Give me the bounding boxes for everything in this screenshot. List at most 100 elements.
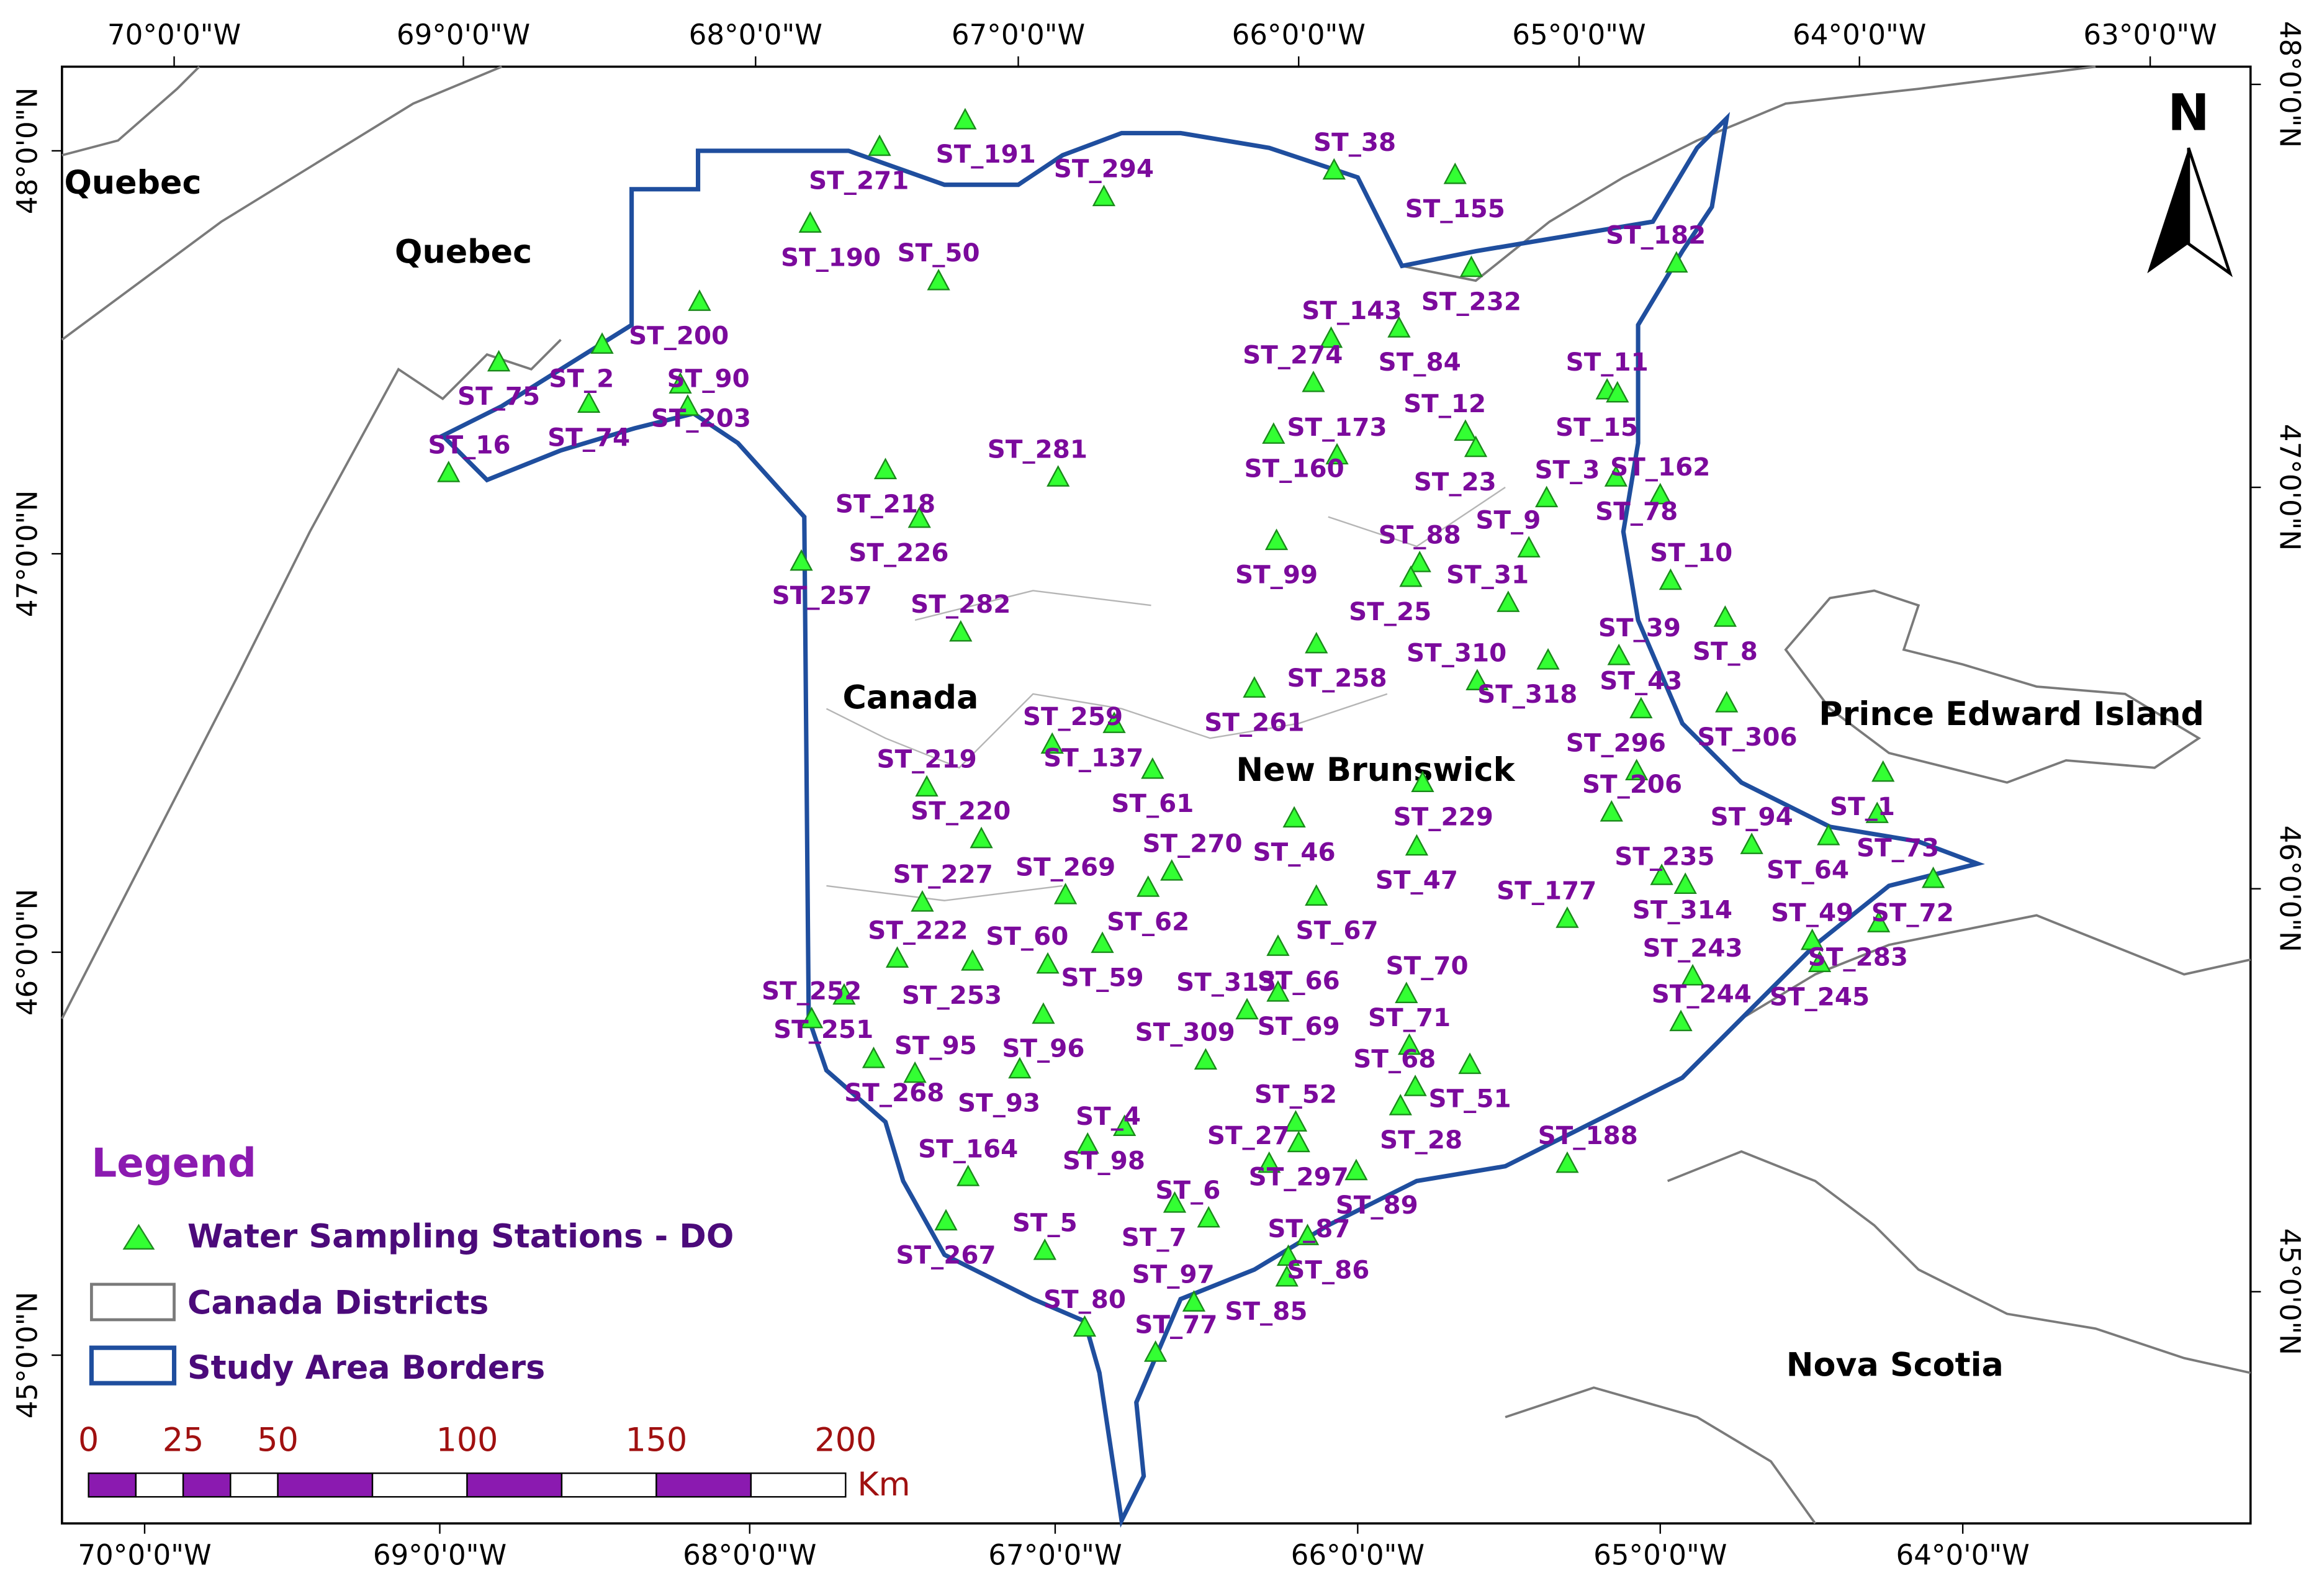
station-marker — [590, 332, 614, 354]
station-label: ST_80 — [1043, 1284, 1126, 1314]
scale-segment — [135, 1472, 184, 1498]
station-label: ST_162 — [1610, 452, 1710, 482]
longitude-label: 66°0'0"W — [1232, 19, 1366, 52]
station-label: ST_11 — [1566, 347, 1649, 377]
station-label: ST_143 — [1302, 295, 1402, 325]
station-label: ST_271 — [809, 166, 909, 196]
scale-label: 150 — [626, 1422, 688, 1459]
north-arrow-right — [2187, 147, 2233, 277]
station-marker — [1866, 911, 1891, 932]
station-marker — [1036, 952, 1060, 974]
station-marker — [1091, 931, 1114, 954]
station-label: ST_229 — [1393, 801, 1493, 831]
station-marker — [1322, 158, 1346, 180]
longitude-label: 70°0'0"W — [107, 19, 241, 52]
station-label: ST_191 — [936, 139, 1036, 169]
station-label: ST_64 — [1767, 855, 1849, 885]
station-label: ST_281 — [988, 434, 1087, 464]
station-label: ST_96 — [1002, 1034, 1084, 1063]
station-label: ST_94 — [1711, 801, 1793, 831]
station-marker — [1715, 690, 1739, 713]
station-label: ST_66 — [1258, 965, 1340, 995]
station-label: ST_31 — [1446, 560, 1529, 590]
districts — [61, 65, 2251, 1525]
station-label: ST_222 — [868, 916, 968, 945]
station-label: ST_269 — [1015, 852, 1115, 881]
station-marker — [1443, 162, 1467, 184]
longitude-label: 66°0'0"W — [1291, 1539, 1425, 1572]
stations: ST_191 ST_294 ST_271 ST_38 ST_155 ST_182 ST_19… — [428, 107, 1954, 1362]
station-label: ST_47 — [1375, 865, 1458, 895]
station-marker — [1160, 859, 1184, 881]
legend-symbol — [122, 1224, 155, 1250]
station-marker — [1389, 1094, 1412, 1116]
station-marker — [1871, 760, 1895, 782]
map-frame — [61, 65, 2252, 1525]
station-marker — [1344, 1158, 1368, 1181]
station-marker — [868, 134, 891, 156]
station-marker — [1243, 676, 1266, 698]
region-label: Canada — [842, 679, 978, 717]
station-marker — [953, 107, 977, 130]
station-marker — [1197, 1206, 1220, 1228]
station-marker — [1555, 906, 1579, 928]
station-label: ST_98 — [1063, 1145, 1145, 1175]
station-label: ST_52 — [1254, 1079, 1337, 1109]
scale-label: 100 — [436, 1422, 498, 1459]
station-marker — [1008, 1057, 1032, 1079]
station-label: ST_274 — [1243, 340, 1343, 369]
station-label: ST_190 — [781, 242, 881, 272]
north-arrow-left — [2147, 148, 2189, 274]
station-marker — [1607, 643, 1631, 665]
scale-segment — [466, 1472, 563, 1498]
station-marker — [1649, 482, 1672, 505]
station-marker — [1047, 465, 1070, 487]
latitude-label: 48°0'0"N — [11, 88, 43, 214]
station-marker — [1403, 1075, 1427, 1096]
station-marker — [1629, 697, 1653, 719]
station-marker — [915, 775, 939, 797]
station-marker — [1163, 1191, 1187, 1213]
station-marker — [1535, 485, 1559, 508]
coast-line — [1402, 65, 2096, 282]
station-marker — [1235, 998, 1259, 1020]
longitude-label: 64°0'0"W — [1793, 19, 1926, 52]
longitude-label: 67°0'0"W — [952, 19, 1085, 52]
station-marker — [1387, 316, 1411, 338]
station-label: ST_6 — [1155, 1175, 1220, 1205]
station-marker — [1305, 631, 1328, 654]
station-marker — [1921, 866, 1945, 888]
station-label: ST_84 — [1379, 347, 1461, 377]
station-label: ST_160 — [1245, 453, 1344, 483]
station-label: ST_4 — [1076, 1101, 1141, 1131]
station-label: ST_50 — [898, 238, 980, 268]
station-label: ST_220 — [911, 796, 1011, 826]
station-marker — [1305, 884, 1328, 906]
station-label: ST_3 — [1534, 455, 1600, 485]
station-marker — [1555, 1151, 1579, 1173]
station-label: ST_61 — [1111, 788, 1194, 818]
station-label: ST_62 — [1107, 906, 1189, 936]
station-label: ST_88 — [1379, 520, 1461, 549]
station-label: ST_95 — [894, 1030, 977, 1060]
station-label: ST_243 — [1642, 933, 1742, 963]
station-label: ST_10 — [1650, 538, 1732, 567]
station-marker — [1141, 757, 1164, 779]
station-marker — [1665, 251, 1688, 273]
station-marker — [1865, 801, 1889, 823]
station-label: ST_71 — [1368, 1003, 1451, 1032]
scale-segment — [277, 1472, 374, 1498]
station-marker — [1137, 875, 1160, 897]
station-marker — [669, 372, 692, 394]
station-label: ST_177 — [1497, 875, 1596, 905]
station-label: ST_59 — [1061, 963, 1143, 993]
station-label: ST_200 — [629, 320, 729, 350]
station-label: ST_25 — [1349, 597, 1431, 626]
station-label: ST_15 — [1555, 412, 1638, 442]
station-label: ST_86 — [1287, 1255, 1369, 1284]
scale-segment — [88, 1472, 137, 1498]
station-marker — [1397, 1033, 1421, 1055]
station-label: ST_253 — [902, 980, 1002, 1010]
study-area-border — [439, 112, 1985, 1528]
station-label: ST_67 — [1296, 916, 1379, 945]
